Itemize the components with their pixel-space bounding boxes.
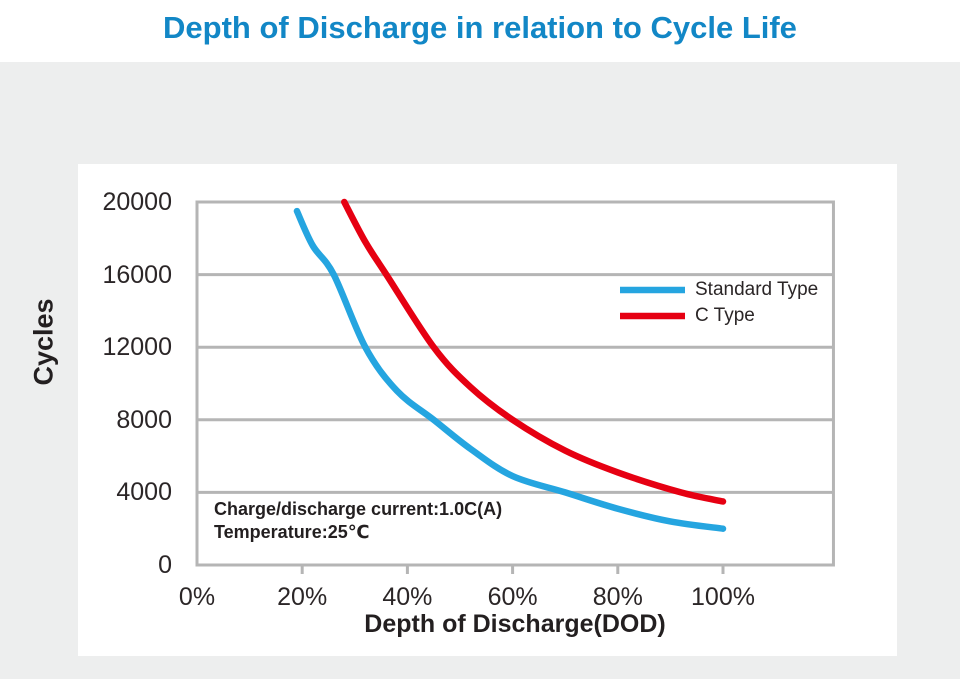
x-tick-label-40%: 40% <box>382 583 433 611</box>
x-tick-label-60%: 60% <box>487 583 538 611</box>
y-tick-label-8000: 8000 <box>116 405 172 434</box>
y-tick-label-12000: 12000 <box>102 333 172 362</box>
plot-frame <box>195 200 835 567</box>
cycle-life-chart <box>195 198 835 574</box>
chart-card: Charge/discharge current:1.0C(A) Tempera… <box>78 164 897 656</box>
y-tick-label-20000: 20000 <box>102 188 172 216</box>
y-tick-label-0: 0 <box>158 551 172 579</box>
x-tick-label-20%: 20% <box>277 583 328 611</box>
annotation-current: Charge/discharge current:1.0C(A) <box>214 499 503 519</box>
x-tick-label-80%: 80% <box>592 583 643 611</box>
x-axis-title: Depth of Discharge(DOD) <box>364 610 666 638</box>
chart-annotation: Charge/discharge current:1.0C(A) Tempera… <box>214 498 502 544</box>
y-axis-title: Cycles <box>28 298 59 386</box>
x-tick-label-0%: 0% <box>178 583 216 611</box>
series-curve-standard-type <box>293 207 727 532</box>
series-curve-c-type <box>341 198 727 505</box>
y-tick-label-4000: 4000 <box>116 478 172 507</box>
legend-label-c-type: C Type <box>695 305 755 326</box>
page-title: Depth of Discharge in relation to Cycle … <box>163 10 797 45</box>
legend-label-standard-type: Standard Type <box>695 279 819 300</box>
chart-background-band: Charge/discharge current:1.0C(A) Tempera… <box>0 62 960 679</box>
x-tick-label-100%: 100% <box>691 583 755 611</box>
annotation-temperature: Temperature:25℃ <box>214 522 370 542</box>
y-tick-label-16000: 16000 <box>102 260 172 289</box>
